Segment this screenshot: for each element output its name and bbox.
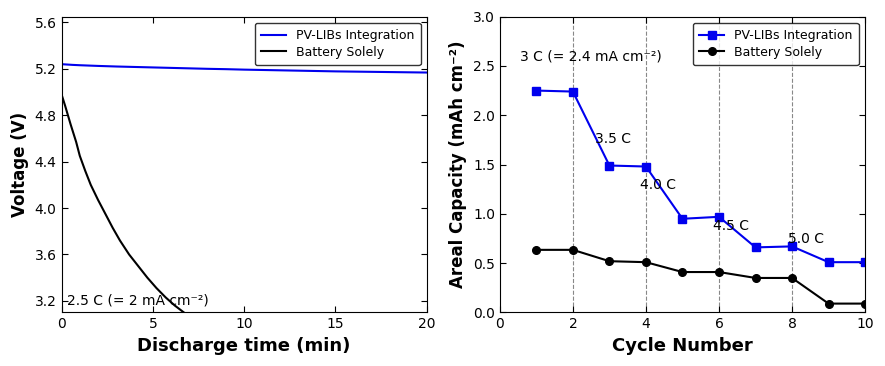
- PV-LIBs Integration: [366, 70, 377, 74]
- Battery Solely: [234, 317, 244, 322]
- PV-LIBs Integration: [220, 67, 231, 71]
- PV-LIBs Integration: [294, 68, 304, 73]
- Battery Solely: [215, 321, 226, 325]
- PV-LIBs Integration: [184, 66, 195, 71]
- Text: 3 C (= 2.4 mA cm⁻²): 3 C (= 2.4 mA cm⁻²): [519, 50, 662, 64]
- Battery Solely: [567, 248, 578, 252]
- Line: PV-LIBs Integration: PV-LIBs Integration: [533, 87, 869, 266]
- Battery Solely: [151, 286, 162, 290]
- PV-LIBs Integration: [275, 68, 286, 72]
- PV-LIBs Integration: [239, 67, 250, 72]
- Battery Solely: [100, 212, 111, 216]
- PV-LIBs Integration: [165, 66, 176, 70]
- Text: 5.0 C: 5.0 C: [789, 232, 824, 246]
- PV-LIBs Integration: [421, 70, 432, 75]
- PV-LIBs Integration: [349, 70, 359, 74]
- Battery Solely: [133, 264, 143, 268]
- Battery Solely: [677, 270, 688, 274]
- Battery Solely: [604, 259, 615, 264]
- Y-axis label: Voltage (V): Voltage (V): [12, 112, 29, 217]
- Battery Solely: [115, 238, 126, 243]
- PV-LIBs Integration: [787, 244, 797, 249]
- Text: 2.5 C (= 2 mA cm⁻²): 2.5 C (= 2 mA cm⁻²): [67, 294, 209, 307]
- PV-LIBs Integration: [93, 64, 104, 68]
- PV-LIBs Integration: [641, 164, 651, 169]
- Battery Solely: [65, 122, 76, 127]
- Line: PV-LIBs Integration: PV-LIBs Integration: [62, 64, 427, 72]
- PV-LIBs Integration: [750, 245, 761, 250]
- Text: 3.5 C: 3.5 C: [595, 132, 631, 146]
- Battery Solely: [93, 198, 104, 202]
- PV-LIBs Integration: [677, 217, 688, 221]
- Battery Solely: [275, 314, 286, 319]
- Text: 4.5 C: 4.5 C: [713, 219, 750, 233]
- Battery Solely: [160, 295, 171, 300]
- Battery Solely: [206, 322, 217, 326]
- PV-LIBs Integration: [713, 214, 724, 219]
- PV-LIBs Integration: [859, 260, 870, 264]
- PV-LIBs Integration: [330, 69, 341, 74]
- Battery Solely: [179, 310, 189, 315]
- PV-LIBs Integration: [148, 65, 158, 70]
- Line: Battery Solely: Battery Solely: [533, 246, 869, 307]
- PV-LIBs Integration: [567, 89, 578, 94]
- Battery Solely: [242, 315, 253, 320]
- Battery Solely: [74, 154, 85, 158]
- Text: 4.0 C: 4.0 C: [641, 178, 676, 192]
- Battery Solely: [124, 252, 135, 257]
- Battery Solely: [251, 314, 262, 319]
- Battery Solely: [859, 301, 870, 306]
- PV-LIBs Integration: [83, 63, 94, 68]
- Battery Solely: [107, 225, 118, 230]
- Battery Solely: [60, 104, 71, 108]
- PV-LIBs Integration: [385, 70, 396, 74]
- Battery Solely: [641, 260, 651, 264]
- PV-LIBs Integration: [823, 260, 834, 264]
- Battery Solely: [86, 183, 96, 187]
- Battery Solely: [531, 248, 542, 252]
- Y-axis label: Areal Capacity (mAh cm⁻²): Areal Capacity (mAh cm⁻²): [450, 41, 467, 288]
- Battery Solely: [713, 270, 724, 274]
- PV-LIBs Integration: [57, 62, 67, 66]
- Legend: PV-LIBs Integration, Battery Solely: PV-LIBs Integration, Battery Solely: [693, 23, 858, 65]
- X-axis label: Cycle Number: Cycle Number: [612, 337, 753, 355]
- Battery Solely: [57, 92, 67, 97]
- Battery Solely: [750, 276, 761, 280]
- Battery Solely: [284, 315, 295, 319]
- PV-LIBs Integration: [312, 69, 322, 73]
- Legend: PV-LIBs Integration, Battery Solely: PV-LIBs Integration, Battery Solely: [255, 23, 420, 65]
- PV-LIBs Integration: [111, 64, 121, 69]
- PV-LIBs Integration: [203, 67, 213, 71]
- Battery Solely: [224, 320, 235, 324]
- Battery Solely: [270, 314, 281, 318]
- Battery Solely: [71, 140, 81, 144]
- X-axis label: Discharge time (min): Discharge time (min): [137, 337, 350, 355]
- Line: Battery Solely: Battery Solely: [62, 94, 289, 324]
- Battery Solely: [142, 276, 153, 280]
- Battery Solely: [169, 303, 180, 308]
- Battery Solely: [787, 276, 797, 280]
- PV-LIBs Integration: [604, 163, 615, 168]
- Battery Solely: [80, 169, 90, 173]
- Battery Solely: [823, 301, 834, 306]
- Battery Solely: [196, 322, 207, 326]
- PV-LIBs Integration: [129, 65, 140, 69]
- PV-LIBs Integration: [74, 63, 85, 67]
- Battery Solely: [188, 316, 198, 321]
- PV-LIBs Integration: [258, 68, 268, 72]
- PV-LIBs Integration: [62, 62, 73, 67]
- PV-LIBs Integration: [404, 70, 414, 75]
- Battery Solely: [261, 314, 272, 318]
- PV-LIBs Integration: [531, 88, 542, 93]
- PV-LIBs Integration: [67, 63, 78, 67]
